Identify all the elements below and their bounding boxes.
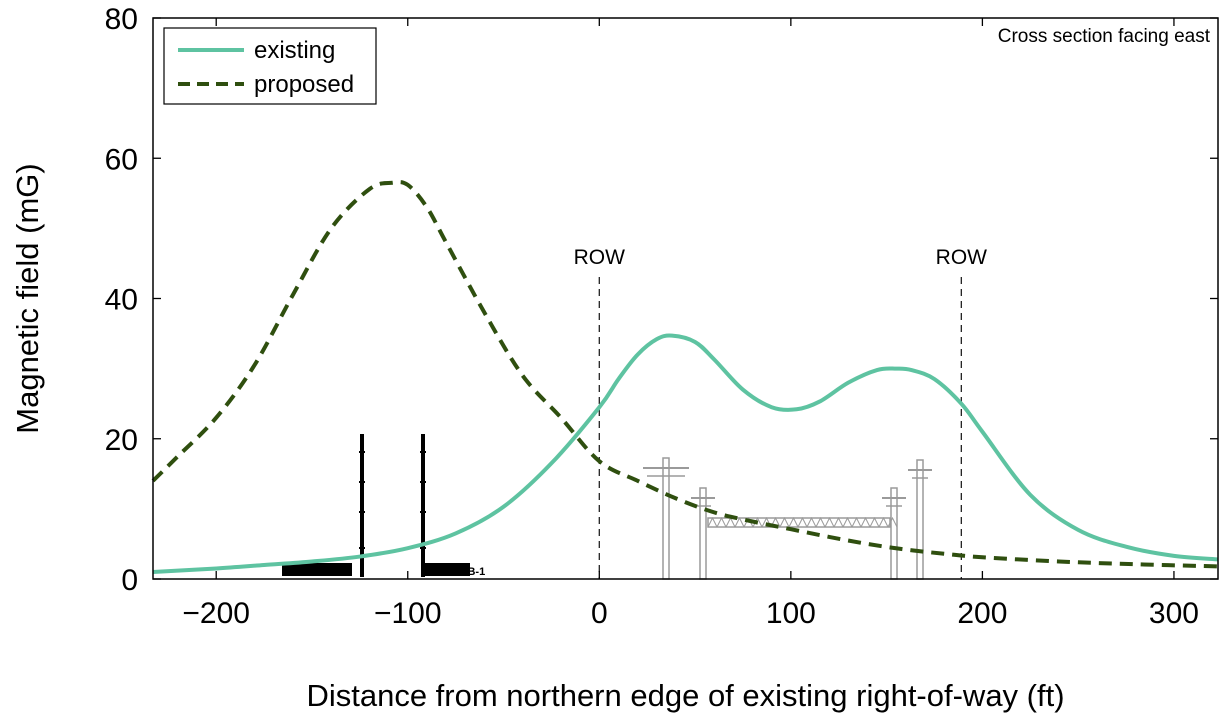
x-tick-label: 200 xyxy=(957,597,1007,630)
existing-structure xyxy=(890,487,898,580)
duct-bank-label: 8385A-1 xyxy=(300,566,342,578)
x-tick-label: 300 xyxy=(1149,597,1199,630)
duct-bank-label: 8385B-1 xyxy=(443,566,485,578)
row-markers: ROW ROW xyxy=(574,246,988,579)
cross-section-note: Cross section facing east xyxy=(998,26,1211,47)
y-tick-label: 40 xyxy=(105,284,138,317)
duct-bank xyxy=(282,563,352,576)
axis-tick-labels: −200 −100 0 100 200 300 0 20 40 60 80 xyxy=(105,3,1199,630)
row-label: ROW xyxy=(936,246,988,269)
x-tick-label: −200 xyxy=(182,597,250,630)
existing-structure xyxy=(699,487,707,580)
y-axis-title: Magnetic field (mG) xyxy=(10,163,45,433)
duct-bank xyxy=(425,563,470,576)
legend-label-existing: existing xyxy=(254,37,335,64)
y-tick-label: 80 xyxy=(105,3,138,36)
y-tick-label: 0 xyxy=(121,564,138,597)
infrastructure-drawing: 8385A-1 8385B-1 xyxy=(282,434,932,580)
x-tick-label: 100 xyxy=(766,597,816,630)
y-tick-label: 20 xyxy=(105,424,138,457)
x-tick-label: −100 xyxy=(374,597,442,630)
legend-label-proposed: proposed xyxy=(254,71,354,98)
row-label: ROW xyxy=(574,246,626,269)
series-line-existing xyxy=(152,333,1219,574)
legend: existing proposed xyxy=(163,27,377,105)
x-tick-label: 0 xyxy=(591,597,608,630)
series-layer xyxy=(151,180,1219,574)
y-tick-label: 60 xyxy=(105,143,138,176)
axis-ticks xyxy=(153,17,1218,580)
legend-box xyxy=(163,27,377,105)
series-line-proposed xyxy=(151,180,1219,569)
x-axis-title: Distance from northern edge of existing … xyxy=(306,678,1064,713)
